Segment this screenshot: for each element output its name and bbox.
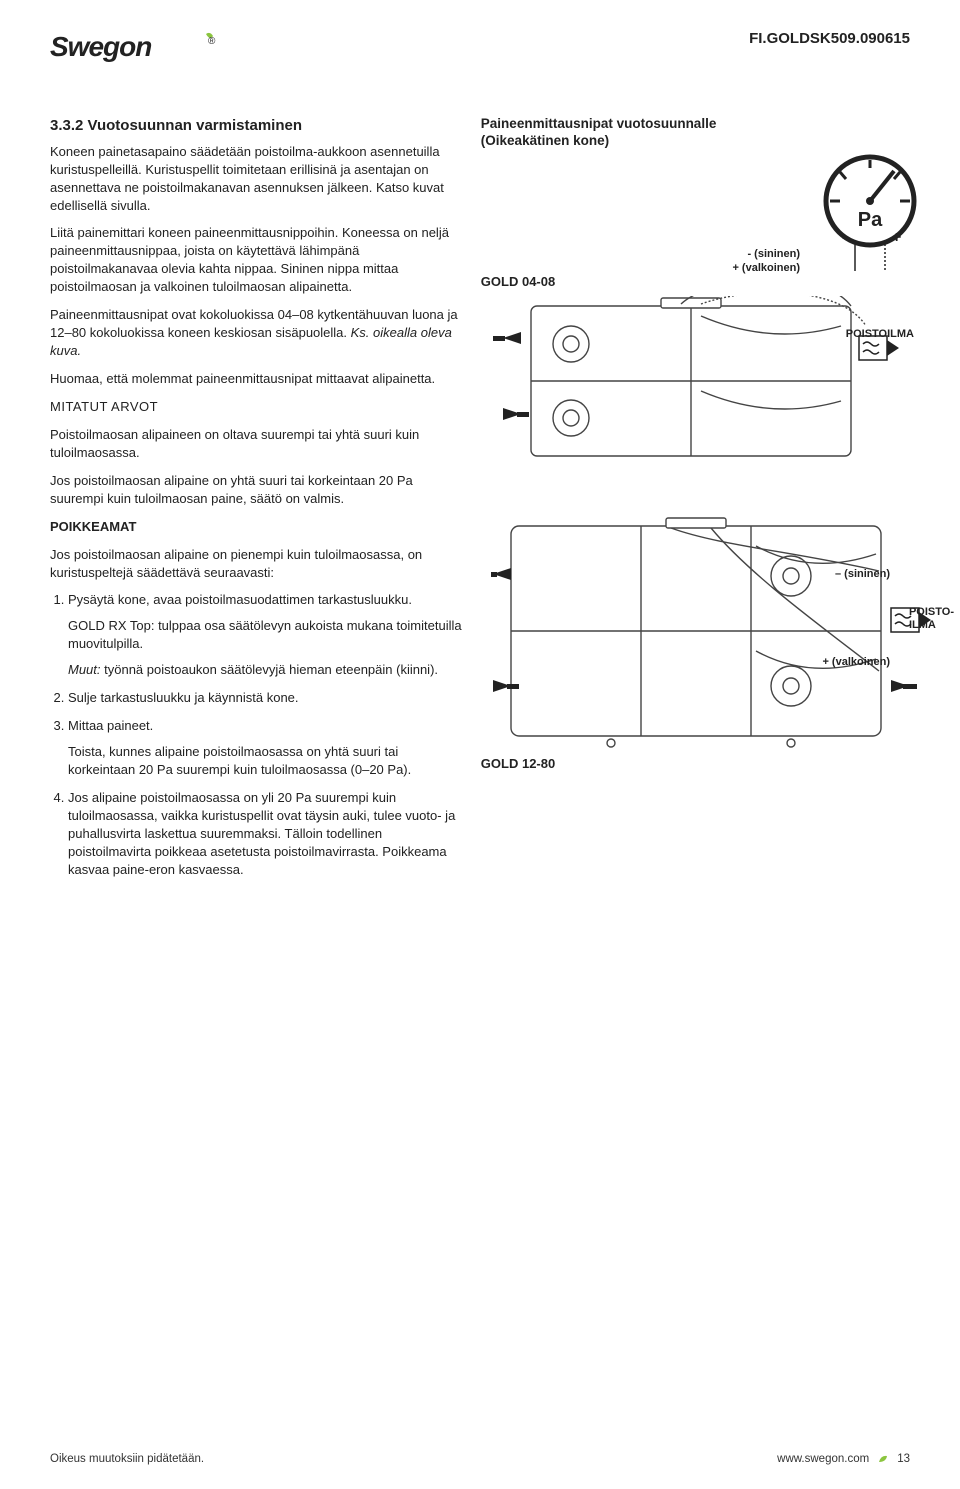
paragraph: Koneen painetasapaino säädetään poistoil… <box>50 143 463 215</box>
unit1-label: GOLD 04-08 <box>481 274 555 289</box>
legend2-minus: – (sininen) <box>835 568 890 580</box>
text: Jos alipaine poistoilmaosassa on yli 20 … <box>68 790 455 877</box>
step-1: Pysäytä kone, avaa poistoilmasuodattimen… <box>68 591 463 679</box>
paragraph: Jos poistoilmaosan alipaine on pienempi … <box>50 546 463 582</box>
text: POISTO- <box>909 606 954 618</box>
paragraph: Jos poistoilmaosan alipaine on yhtä suur… <box>50 472 463 508</box>
legend-minus: - (sininen) <box>747 248 800 260</box>
page-header: Swegon ® FI.GOLDSK509.090615 <box>50 30 910 66</box>
leaf-icon <box>877 1453 889 1465</box>
brand-logo: Swegon ® <box>50 30 220 66</box>
poisto-ilma-label: POISTO- ILMA <box>909 606 954 632</box>
paragraph: Poistoilmaosan alipaineen on oltava suur… <box>50 426 463 462</box>
steps-list: Pysäytä kone, avaa poistoilmasuodattimen… <box>50 591 463 878</box>
text-italic: Muut: <box>68 662 101 677</box>
content-left-column: 3.3.2 Vuotosuunnan varmistaminen Koneen … <box>50 116 463 889</box>
text: Pysäytä kone, avaa poistoilmasuodattimen… <box>68 591 463 609</box>
unit2-label: GOLD 12-80 <box>481 756 555 771</box>
legend-plus: + (valkoinen) <box>732 262 800 274</box>
svg-text:+: + <box>892 229 901 246</box>
unit2-diagram <box>491 516 931 776</box>
legend2-plus: + (valkoinen) <box>822 656 890 668</box>
text: ILMA <box>909 619 936 631</box>
figure-heading-line1: Paineenmittausnipat vuotosuunnalle <box>481 116 910 131</box>
unit1-diagram <box>491 296 911 496</box>
document-id: FI.GOLDSK509.090615 <box>749 30 910 47</box>
footer-left: Oikeus muutoksiin pidätetään. <box>50 1453 204 1465</box>
paragraph: Paineenmittausnipat ovat kokoluokissa 04… <box>50 306 463 360</box>
footer-url: www.swegon.com <box>777 1453 869 1465</box>
text: Toista, kunnes alipaine poistoilmaosassa… <box>68 743 463 779</box>
page-number: 13 <box>897 1453 910 1465</box>
content-right-column: Paineenmittausnipat vuotosuunnalle (Oike… <box>481 116 910 889</box>
step-4: Jos alipaine poistoilmaosassa on yli 20 … <box>68 789 463 879</box>
section-title: 3.3.2 Vuotosuunnan varmistaminen <box>50 116 463 137</box>
gauge-unit-text: Pa <box>858 209 883 231</box>
swegon-logo-svg: Swegon ® <box>50 30 220 66</box>
gauge-icon: Pa - + <box>810 146 930 276</box>
svg-text:Swegon: Swegon <box>50 31 151 62</box>
text: Mittaa paineet. <box>68 717 463 735</box>
text: Sulje tarkastusluukku ja käynnistä kone. <box>68 690 299 705</box>
figure-area: Pa - + - (sininen) + (valkoinen) GOLD 04… <box>481 156 910 856</box>
svg-text:®: ® <box>208 36 216 47</box>
paragraph: Liitä painemittari koneen paineenmittaus… <box>50 224 463 296</box>
text: työnnä poistoaukon säätölevyjä hieman et… <box>101 662 439 677</box>
step-3: Mittaa paineet. Toista, kunnes alipaine … <box>68 717 463 779</box>
page-footer: Oikeus muutoksiin pidätetään. www.swegon… <box>50 1453 910 1465</box>
text: Muut: työnnä poistoaukon säätölevyjä hie… <box>68 661 463 679</box>
paragraph: Huomaa, että molemmat paineenmittausnipa… <box>50 370 463 388</box>
poistoilma-label: POISTOILMA <box>846 328 914 340</box>
footer-right: www.swegon.com 13 <box>777 1453 910 1465</box>
text: GOLD RX Top: tulppaa osa säätölevyn auko… <box>68 617 463 653</box>
poikkeamat-heading: POIKKEAMAT <box>50 518 463 536</box>
measured-heading: MITATUT ARVOT <box>50 398 463 416</box>
step-2: Sulje tarkastusluukku ja käynnistä kone. <box>68 689 463 707</box>
svg-text:-: - <box>842 229 847 246</box>
